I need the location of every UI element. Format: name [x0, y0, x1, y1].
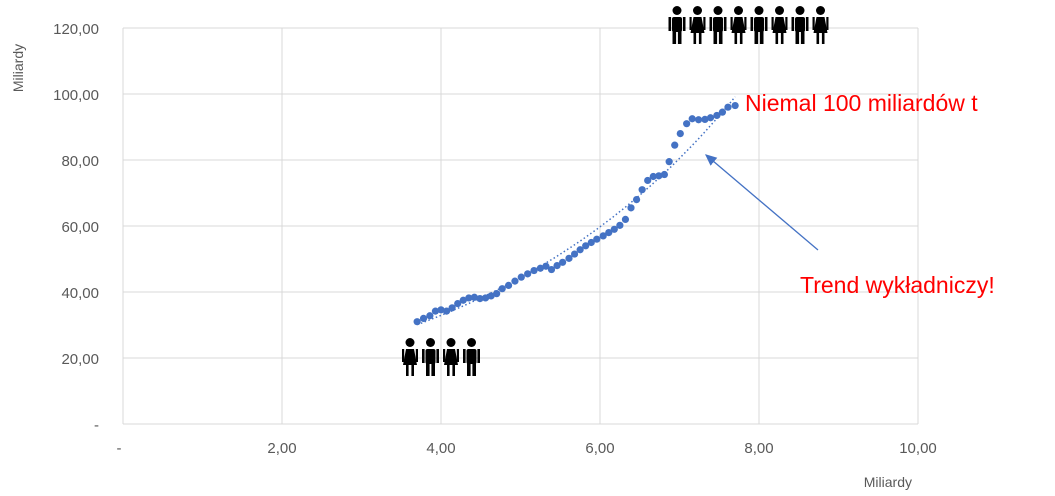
data-point	[493, 290, 501, 298]
x-tick-label: 6,00	[585, 440, 614, 457]
data-point	[676, 130, 684, 138]
data-point	[413, 318, 421, 326]
data-point	[582, 242, 590, 250]
x-tick-label: 8,00	[744, 440, 773, 457]
data-point	[605, 229, 613, 237]
data-point	[655, 172, 663, 180]
x-tick-label: 10,00	[899, 440, 937, 457]
man-icon	[463, 338, 480, 376]
y-tick-label: 40,00	[61, 285, 99, 302]
x-tick-label: 2,00	[267, 440, 296, 457]
woman-icon	[443, 338, 459, 376]
data-point	[524, 270, 532, 278]
y-tick-label: 60,00	[61, 219, 99, 236]
data-point	[724, 103, 732, 111]
data-point	[470, 293, 478, 301]
people-icon-group-top	[668, 6, 829, 44]
data-point	[627, 204, 635, 212]
data-point	[621, 215, 630, 223]
data-point	[610, 225, 618, 233]
data-point	[632, 196, 641, 204]
data-point	[694, 116, 703, 124]
data-point	[616, 221, 624, 229]
data-point	[570, 250, 579, 258]
woman-icon	[689, 6, 706, 44]
woman-icon	[771, 6, 788, 44]
data-point	[454, 299, 462, 308]
data-point	[701, 115, 709, 124]
data-point	[542, 262, 550, 270]
y-tick-label: -	[94, 417, 99, 434]
data-point	[536, 264, 544, 272]
man-icon	[422, 338, 439, 376]
data-point	[718, 108, 727, 116]
data-point	[565, 254, 573, 262]
man-icon	[791, 6, 809, 44]
data-point	[688, 115, 696, 123]
data-point	[671, 141, 679, 149]
data-point	[683, 120, 691, 128]
data-points	[413, 101, 739, 326]
data-point	[587, 238, 595, 247]
data-point	[553, 262, 561, 270]
man-icon	[709, 6, 727, 44]
x-tick-labels: - 2,00 4,00 6,00 8,00 10,00	[117, 440, 937, 457]
man-icon	[750, 6, 768, 44]
annotation-trend: Trend wykładniczy!	[800, 272, 995, 298]
data-point	[481, 294, 490, 302]
trendline-group	[416, 96, 736, 326]
data-point	[498, 285, 506, 293]
woman-icon	[402, 338, 418, 376]
data-point	[511, 277, 519, 285]
x-tick-label: -	[117, 440, 122, 457]
woman-icon	[730, 6, 747, 44]
data-point	[644, 176, 652, 185]
data-point	[504, 281, 513, 289]
data-point	[547, 265, 556, 274]
data-point	[442, 307, 451, 315]
data-point	[419, 314, 428, 322]
data-point	[530, 266, 538, 275]
x-axis-label: Miliardy	[864, 474, 912, 490]
data-point	[713, 111, 721, 120]
data-point	[448, 304, 456, 312]
woman-icon	[812, 6, 829, 44]
data-point	[638, 186, 646, 194]
data-point	[487, 292, 495, 300]
data-point	[649, 172, 657, 181]
people-icon-group-bottom	[402, 338, 480, 376]
y-tick-labels: - 20,00 40,00 60,00 80,00 100,00 120,00	[53, 21, 99, 434]
data-point	[431, 307, 440, 315]
data-point	[426, 312, 434, 320]
data-point	[576, 246, 584, 254]
data-point	[660, 170, 668, 179]
data-point	[665, 158, 673, 166]
data-point	[465, 294, 473, 302]
data-point	[517, 273, 525, 281]
data-point	[559, 258, 567, 266]
x-tick-label: 4,00	[426, 440, 455, 457]
annotation-niemal-100: Niemal 100 miliardów t	[745, 90, 978, 116]
data-point	[706, 114, 715, 122]
data-point	[731, 101, 739, 110]
y-tick-label: 120,00	[53, 21, 99, 38]
data-point	[476, 295, 484, 303]
arrow-icon	[705, 154, 819, 251]
y-tick-label: 100,00	[53, 87, 99, 104]
data-point	[599, 232, 607, 240]
trendline	[416, 96, 736, 326]
data-point	[437, 306, 445, 314]
data-point	[459, 296, 467, 304]
y-tick-label: 80,00	[61, 153, 99, 170]
gridlines	[122, 27, 919, 425]
man-icon	[668, 6, 686, 44]
y-tick-label: 20,00	[61, 351, 99, 368]
y-axis-label: Miliardy	[10, 44, 26, 92]
data-point	[593, 235, 601, 243]
